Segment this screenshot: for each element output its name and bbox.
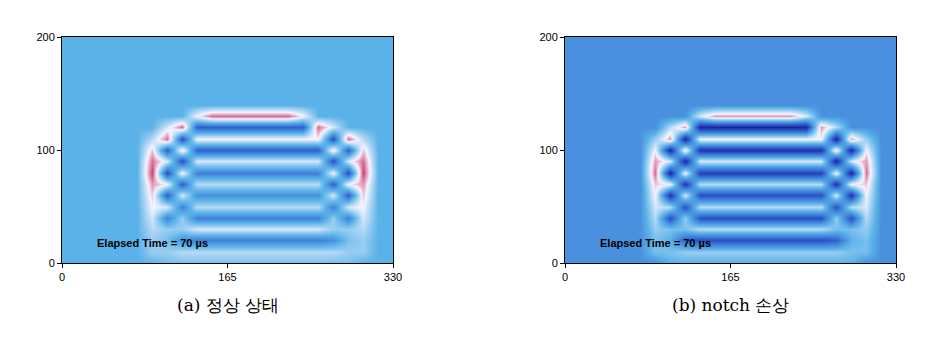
svg-text:0: 0 (552, 257, 558, 269)
svg-text:200: 200 (36, 31, 54, 43)
svg-text:0: 0 (562, 271, 568, 283)
svg-text:Elapsed Time = 70 µs: Elapsed Time = 70 µs (600, 237, 711, 249)
svg-text:0: 0 (49, 257, 55, 269)
svg-text:330: 330 (887, 271, 905, 283)
svg-text:100: 100 (36, 144, 54, 156)
svg-text:Elapsed Time = 70 µs: Elapsed Time = 70 µs (97, 237, 208, 249)
svg-text:165: 165 (721, 271, 739, 283)
svg-text:165: 165 (218, 271, 236, 283)
svg-text:(a) 정상 상태: (a) 정상 상태 (177, 295, 279, 315)
svg-text:0: 0 (59, 271, 65, 283)
svg-text:330: 330 (384, 271, 402, 283)
svg-text:100: 100 (539, 144, 557, 156)
svg-text:(b) notch 손상: (b) notch 손상 (672, 295, 789, 315)
svg-text:200: 200 (539, 31, 557, 43)
